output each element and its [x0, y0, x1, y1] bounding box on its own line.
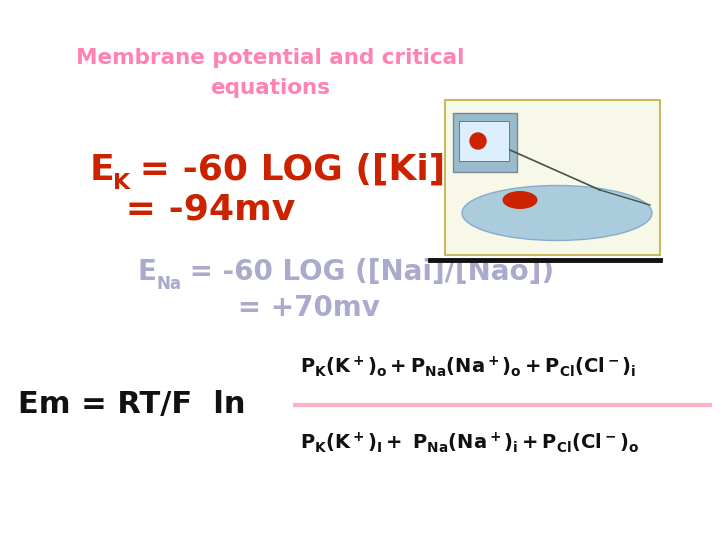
Text: = -60 LOG ([Nai]/[Nao]): = -60 LOG ([Nai]/[Nao]) [180, 258, 554, 286]
FancyBboxPatch shape [459, 121, 509, 161]
Text: E: E [138, 258, 157, 286]
Text: = -94mv: = -94mv [113, 193, 295, 227]
Text: $\mathbf{P_K(K^+)_I +\ P_{Na}(Na^+)_i + P_{Cl}(Cl^-)_o}$: $\mathbf{P_K(K^+)_I +\ P_{Na}(Na^+)_i + … [300, 431, 639, 455]
Text: K: K [113, 173, 130, 193]
FancyBboxPatch shape [445, 100, 660, 255]
Text: = +70mv: = +70mv [180, 294, 380, 322]
Text: equations: equations [210, 78, 330, 98]
Text: Membrane potential and critical: Membrane potential and critical [76, 48, 464, 68]
Text: $\mathbf{P_K(K^+)_o + P_{Na}(Na^+)_o + P_{Cl}(Cl^-)_i}$: $\mathbf{P_K(K^+)_o + P_{Na}(Na^+)_o + P… [300, 355, 636, 379]
FancyBboxPatch shape [453, 113, 517, 172]
Ellipse shape [462, 186, 652, 240]
Ellipse shape [503, 191, 538, 209]
Text: = -60 LOG ([Ki]/[Ko]): = -60 LOG ([Ki]/[Ko]) [127, 153, 560, 187]
Circle shape [470, 133, 486, 149]
Text: Em = RT/F  ln: Em = RT/F ln [18, 390, 246, 420]
Text: E: E [90, 153, 114, 187]
Text: Na: Na [157, 275, 182, 293]
